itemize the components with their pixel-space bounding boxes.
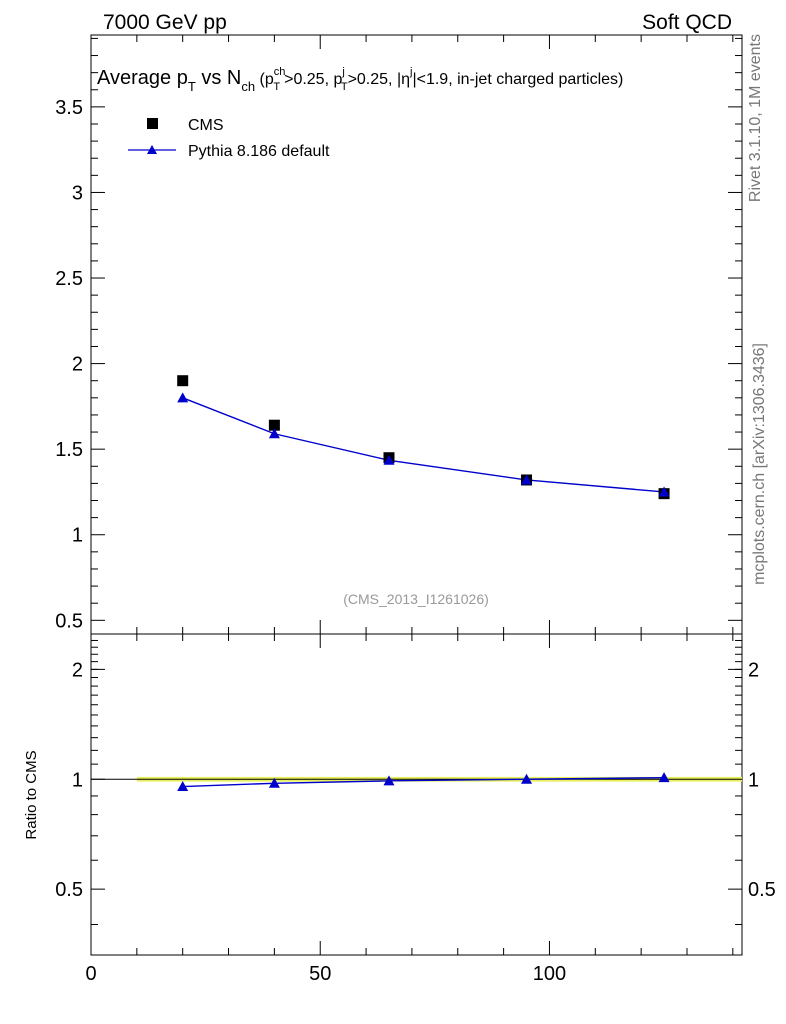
ratio-ytick-label-left: 1: [72, 769, 83, 791]
ratio-data-marks: [91, 772, 742, 792]
main-ytick-label: 3: [72, 182, 83, 204]
cms-point: [177, 375, 189, 387]
header-left: 7000 GeV pp: [103, 11, 227, 34]
main-ytick-label: 1.5: [55, 439, 83, 461]
legend-cms-label: CMS: [188, 117, 224, 134]
ratio-xtick-label: 100: [533, 963, 566, 985]
main-axis-ticks: 0.5 1 1.5 2 2.5 3 3.5: [55, 35, 742, 634]
pythia-point: [268, 428, 280, 439]
legend-pythia-marker: [147, 145, 157, 154]
ratio-frame: [90, 633, 743, 956]
pythia-point: [177, 392, 189, 403]
mcplots-label: mcplots.cern.ch [arXiv:1306.3436]: [751, 343, 768, 585]
ratio-ytick-label-right: 0.5: [748, 879, 776, 901]
ratio-axis-ticks: 0 50 100 0.5 0.5 1 1 2 2: [55, 634, 776, 985]
ratio-pythia-point: [177, 781, 189, 792]
ratio-ytick-label-right: 2: [748, 659, 759, 681]
pythia-point: [521, 474, 533, 485]
rivet-label: Rivet 3.1.10, 1M events: [747, 34, 764, 202]
main-ytick-label: 0.5: [55, 610, 83, 632]
ratio-xtick-label: 0: [85, 963, 96, 985]
pythia-point: [383, 454, 395, 465]
cms-point: [268, 419, 280, 431]
analysis-watermark: (CMS_2013_I1261026): [343, 591, 489, 607]
main-ytick-label: 2: [72, 354, 83, 376]
pythia-point: [658, 486, 670, 497]
ratio-pythia-point: [658, 772, 670, 783]
pythia-line: [182, 397, 665, 493]
ratio-ylabel: Ratio to CMS: [23, 750, 40, 839]
main-ytick-label: 2.5: [55, 268, 83, 290]
ratio-ytick-label-left: 0.5: [55, 879, 83, 901]
legend-cms-marker: [147, 118, 158, 129]
ratio-pythia-point: [383, 775, 395, 786]
header-right: Soft QCD: [642, 11, 732, 34]
ratio-pythia-point: [268, 777, 280, 788]
plot-title: Average pT vs Nch (pch T >0.25, pj T>0.25, …: [97, 66, 623, 94]
main-data-marks: [177, 375, 670, 500]
ratio-pythia-point: [521, 773, 533, 784]
main-ytick-label: 3.5: [55, 97, 83, 119]
ratio-xtick-label: 50: [309, 963, 331, 985]
ratio-ytick-label-left: 2: [72, 659, 83, 681]
ratio-ytick-label-right: 1: [748, 769, 759, 791]
main-ytick-label: 1: [72, 525, 83, 547]
legend-pythia-label: Pythia 8.186 default: [188, 143, 330, 160]
